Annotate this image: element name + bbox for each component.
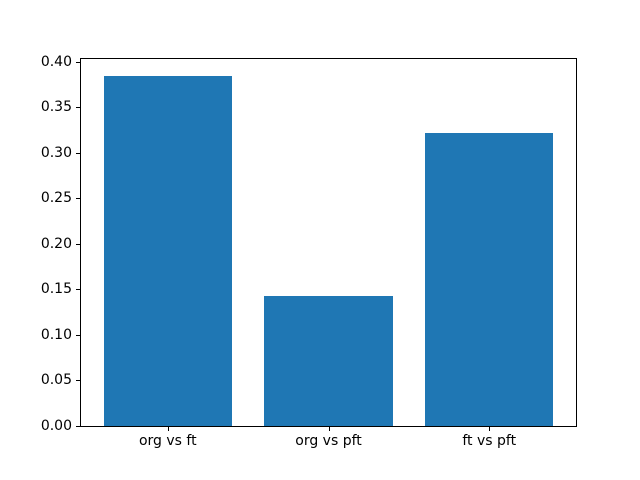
y-tick-label: 0.15 — [40, 281, 72, 298]
y-tick-mark — [76, 289, 80, 291]
x-tick-mark — [167, 427, 169, 431]
y-tick-label: 0.10 — [40, 326, 72, 343]
y-tick-mark — [76, 334, 80, 336]
bar-ft-vs-pft — [424, 132, 554, 426]
y-tick-label: 0.05 — [40, 372, 72, 389]
y-tick-label: 0.30 — [40, 144, 72, 161]
y-tick-mark — [76, 152, 80, 154]
bar-org-vs-pft — [264, 295, 393, 426]
x-tick-mark — [489, 427, 491, 431]
y-tick-mark — [76, 380, 80, 382]
y-tick-mark — [76, 426, 80, 427]
y-tick-label: 0.35 — [40, 99, 72, 116]
bar-org-vs-ft — [103, 76, 233, 426]
y-tick-mark — [76, 61, 80, 63]
y-tick-label: 0.00 — [40, 418, 72, 434]
x-tick-label-org-vs-pft: org vs pft — [295, 433, 362, 449]
y-tick-mark — [76, 198, 80, 200]
y-tick-mark — [76, 107, 80, 109]
y-tick-label: 0.40 — [40, 53, 72, 70]
x-tick-mark — [328, 427, 330, 431]
y-tick-label: 0.20 — [40, 235, 72, 252]
y-tick-mark — [76, 243, 80, 245]
y-tick-label: 0.25 — [40, 190, 72, 207]
x-tick-label-org-vs-ft: org vs ft — [138, 433, 197, 449]
plot-area — [80, 58, 577, 427]
x-tick-label-ft-vs-pft: ft vs pft — [462, 433, 517, 449]
